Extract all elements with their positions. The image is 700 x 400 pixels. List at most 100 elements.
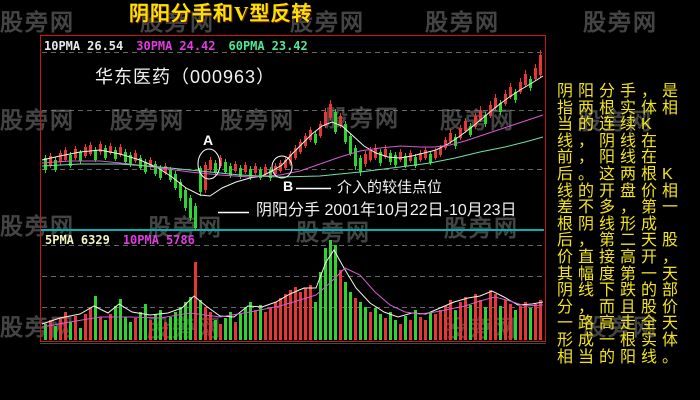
volume-bar: [44, 324, 47, 340]
watermark-text: 股旁网: [325, 105, 400, 131]
volume-bar: [134, 318, 137, 340]
candle-body: [249, 169, 252, 178]
ma-indicator: 10PMA 26.54: [44, 39, 123, 53]
candle-body: [104, 148, 107, 158]
candle-body: [189, 198, 192, 218]
volume-bar: [144, 304, 147, 340]
candle-body: [499, 103, 502, 112]
volume-bar: [154, 314, 157, 340]
candle-body: [254, 166, 257, 173]
ma-line-10PMA: [41, 75, 544, 197]
volume-bar: [64, 312, 67, 340]
volume-bar: [274, 302, 277, 340]
volume-bar: [239, 314, 242, 340]
ma-line-60PMA: [41, 136, 544, 178]
volume-bar: [364, 307, 367, 340]
candle-body: [319, 124, 322, 136]
page-title: 阴阳分手和V型反转: [129, 3, 313, 25]
candle-body: [94, 150, 97, 160]
candle-body: [524, 74, 527, 85]
candle-body: [369, 150, 372, 160]
candle-body: [279, 163, 282, 171]
volume-bar: [244, 307, 247, 340]
volume-bar: [59, 318, 62, 340]
watermark-text: 股旁网: [296, 219, 371, 245]
volume-bar: [509, 304, 512, 340]
watermark-text: 股旁网: [148, 214, 223, 240]
volume-bar: [374, 308, 377, 340]
volume-bar: [254, 310, 257, 340]
candle-body: [419, 153, 422, 160]
candle-body: [79, 152, 82, 161]
candle-body: [399, 152, 402, 160]
volume-bar: [114, 306, 117, 340]
volume-bar: [439, 310, 442, 340]
watermark-text: 股旁网: [110, 107, 185, 133]
volume-bar: [349, 292, 352, 340]
volume-bar: [289, 290, 292, 340]
candle-body: [439, 148, 442, 155]
volume-bar: [429, 312, 432, 340]
candle-body: [164, 166, 167, 173]
ma-indicator: 60PMA 23.42: [229, 39, 308, 53]
volume-bar: [534, 304, 537, 340]
volume-bar: [214, 320, 217, 340]
volume-bar: [199, 300, 202, 340]
candle-body: [269, 170, 272, 178]
ma-value: 24.42: [179, 39, 216, 53]
watermark-text: 股旁网: [583, 314, 658, 340]
price-ma-legend: 10PMA 26.54 30PMA 24.42 60PMA 23.42: [44, 39, 308, 53]
candle-body: [364, 154, 367, 164]
candle-body: [99, 144, 102, 152]
volume-bar: [79, 328, 82, 340]
volume-bar: [204, 307, 207, 340]
volume-bar: [504, 300, 507, 340]
volume-bar: [369, 312, 372, 340]
candle-body: [119, 147, 122, 155]
volume-bar: [234, 322, 237, 340]
candle-body: [294, 148, 297, 158]
candle-body: [434, 151, 437, 158]
candle-body: [469, 126, 472, 135]
point-a-label: A: [203, 132, 214, 148]
volume-bar: [434, 314, 437, 340]
ma-label: 5PMA: [45, 233, 74, 247]
volume-bar: [174, 312, 177, 340]
volume-bar: [49, 320, 52, 340]
chart-border: [40, 35, 546, 342]
candle-body: [479, 110, 482, 120]
volume-bar: [539, 300, 542, 340]
candle-body: [519, 82, 522, 92]
volume-bar: [494, 294, 497, 340]
candle-body: [429, 154, 432, 163]
volume-bar: [334, 245, 337, 340]
watermark-text: 股旁网: [290, 9, 365, 35]
ma-label: 60PMA: [228, 39, 265, 53]
watermark-text: 股旁网: [583, 9, 658, 35]
volume-bar: [414, 310, 417, 340]
candle-body: [339, 116, 342, 126]
volume-bar: [209, 312, 212, 340]
volume-bar: [179, 307, 182, 340]
candle-body: [44, 158, 47, 170]
volume-bar: [149, 320, 152, 340]
candle-body: [234, 164, 237, 171]
candle-body: [289, 154, 292, 164]
volume-bar: [479, 300, 482, 340]
candle-body: [514, 92, 517, 100]
volume-bar: [529, 308, 532, 340]
candle-body: [229, 166, 232, 176]
volume-bar: [354, 298, 357, 340]
candle-body: [409, 153, 412, 161]
candle-body: [274, 166, 277, 174]
volume-bar: [264, 312, 267, 340]
volume-ma-line-10PMA: [41, 267, 544, 328]
volume-bar: [474, 294, 477, 340]
candle-body: [509, 87, 512, 97]
volume-bar: [259, 305, 262, 340]
volume-bar: [129, 322, 132, 340]
candle-body: [394, 155, 397, 165]
volume-bar: [269, 307, 272, 340]
ma-value: 5786: [165, 233, 195, 247]
watermark-text: 股旁网: [220, 107, 295, 133]
